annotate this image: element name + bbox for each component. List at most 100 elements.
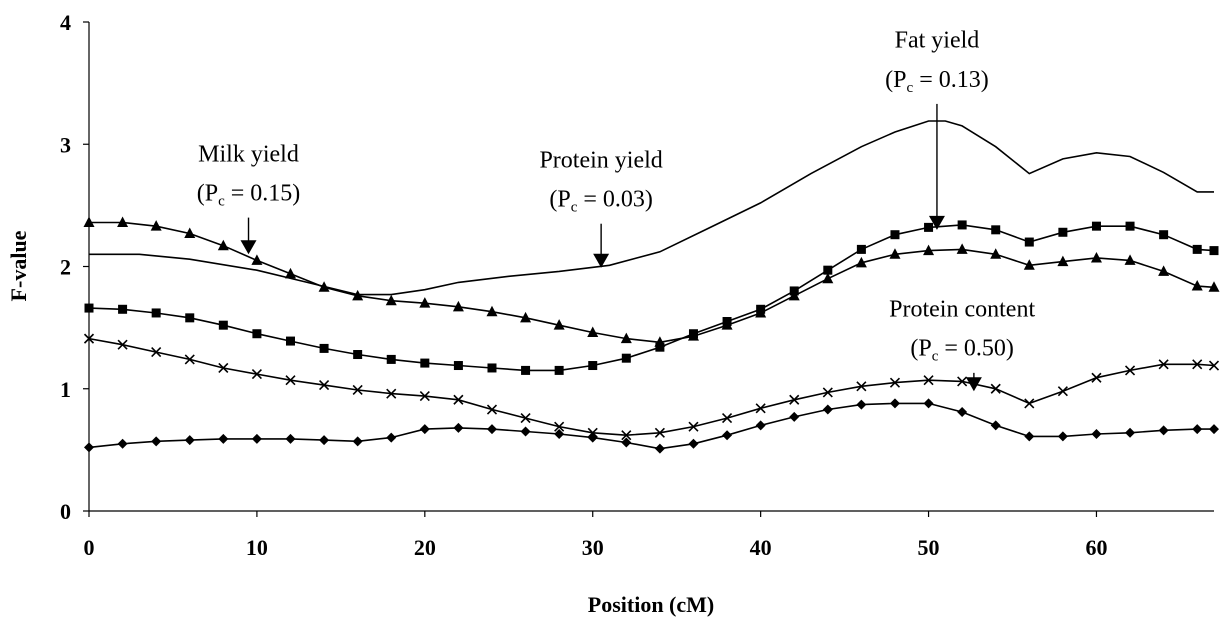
data-point-square	[453, 361, 463, 371]
data-point-triangle	[1158, 265, 1170, 276]
arrow-head	[593, 253, 610, 268]
data-point-triangle	[1191, 280, 1203, 291]
x-ticks: 0 10 20 30 40 50 60	[84, 511, 1107, 560]
data-point-x	[453, 394, 464, 405]
data-point-square	[252, 329, 262, 339]
data-point-triangle	[419, 297, 431, 308]
data-point-diamond	[957, 406, 968, 417]
data-point-triangle	[990, 248, 1002, 259]
data-point-triangle	[1208, 281, 1220, 292]
data-point-x	[1192, 359, 1203, 370]
x-axis-title: Position (cM)	[588, 592, 714, 617]
series-none	[89, 120, 1214, 296]
data-point-x	[755, 403, 766, 414]
annotation-pvalue-prefix: (P	[885, 67, 906, 93]
data-point-diamond	[117, 438, 128, 449]
x-tick-label: 40	[750, 535, 772, 560]
data-point-diamond	[654, 443, 665, 454]
data-point-x	[1158, 359, 1169, 370]
data-point-diamond	[1158, 425, 1169, 436]
data-point-x	[83, 333, 95, 344]
annotation-pvalue: (Pc = 0.13)	[885, 67, 989, 96]
data-point-diamond	[789, 411, 800, 422]
data-point-triangle	[923, 244, 935, 256]
data-point-x	[554, 421, 565, 432]
data-point-x	[1024, 398, 1035, 409]
data-point-diamond	[1091, 428, 1102, 439]
data-point-triangle	[1124, 254, 1136, 265]
data-point-triangle	[587, 326, 599, 338]
data-point-square	[554, 365, 564, 375]
data-point-x	[889, 377, 901, 388]
data-point-diamond	[889, 398, 900, 409]
data-point-triangle	[889, 248, 901, 259]
annotation-pvalue-prefix: (P	[910, 336, 931, 362]
series-diamond	[84, 398, 1219, 454]
data-point-square	[118, 304, 128, 314]
annotation: Milk yield (Pc = 0.15)	[197, 141, 301, 255]
data-point-triangle	[654, 336, 666, 347]
data-point-diamond	[486, 424, 497, 435]
data-point-diamond	[151, 436, 162, 447]
data-point-square	[890, 230, 900, 240]
series-line	[89, 221, 1215, 344]
annotation-pvalue-value: = 0.03)	[577, 187, 653, 213]
annotation: Protein yield (Pc = 0.03)	[539, 147, 663, 268]
data-point-triangle	[117, 216, 129, 227]
data-point-diamond	[184, 435, 195, 446]
data-point-square	[420, 358, 430, 368]
data-point-x	[352, 384, 363, 396]
data-point-x	[486, 404, 498, 415]
data-point-diamond	[84, 442, 94, 453]
annotation-pvalue-value: = 0.15)	[225, 180, 301, 206]
data-point-triangle	[486, 305, 498, 317]
y-ticks: 0 1 2 3 4	[60, 10, 89, 524]
data-point-triangle	[318, 281, 330, 292]
data-point-diamond	[386, 432, 397, 443]
data-point-x	[1091, 372, 1102, 383]
data-point-diamond	[755, 420, 766, 431]
data-point-x	[1124, 365, 1136, 376]
data-point-triangle	[1023, 259, 1035, 270]
data-point-diamond	[1209, 424, 1219, 435]
data-point-diamond	[1192, 424, 1203, 435]
data-point-triangle	[721, 319, 733, 330]
data-point-triangle	[452, 300, 464, 312]
annotation-pvalue: (Pc = 0.03)	[549, 187, 653, 216]
annotations-layer: Milk yield(Pc = 0.15)Protein yield(Pc = …	[197, 28, 1035, 392]
y-tick-label: 3	[60, 132, 71, 157]
data-point-diamond	[520, 426, 531, 437]
data-point-triangle	[385, 294, 397, 306]
data-point-triangle	[620, 332, 632, 344]
data-point-x	[151, 347, 162, 358]
data-point-square	[285, 336, 295, 346]
data-point-square	[218, 320, 228, 330]
y-tick-label: 4	[60, 10, 71, 35]
data-point-diamond	[822, 404, 833, 415]
y-tick-label: 2	[60, 255, 71, 280]
annotation-pvalue-value: = 0.13)	[913, 67, 989, 93]
annotation-pvalue: (Pc = 0.15)	[197, 180, 301, 209]
data-point-triangle	[755, 306, 767, 318]
data-point-square	[924, 222, 934, 232]
annotation-label: Fat yield	[895, 28, 980, 54]
annotation-pvalue-subscript: c	[218, 193, 225, 209]
data-point-square	[353, 350, 363, 360]
data-point-square	[655, 342, 665, 352]
data-point-triangle	[150, 220, 162, 231]
annotation-pvalue-subscript: c	[932, 349, 939, 365]
data-point-diamond	[554, 428, 565, 439]
data-point-x	[419, 391, 430, 402]
data-point-diamond	[587, 432, 598, 443]
arrow-head	[928, 215, 945, 230]
annotation-pvalue-value: = 0.50)	[938, 336, 1014, 362]
data-point-diamond	[419, 424, 430, 435]
annotation-label: Protein yield	[539, 147, 662, 173]
annotation: Fat yield (Pc = 0.13)	[885, 28, 989, 230]
series-x	[83, 333, 1220, 441]
data-point-triangle	[83, 216, 95, 227]
arrow-head	[240, 240, 257, 255]
data-point-x	[621, 430, 632, 441]
data-point-square	[84, 303, 94, 313]
